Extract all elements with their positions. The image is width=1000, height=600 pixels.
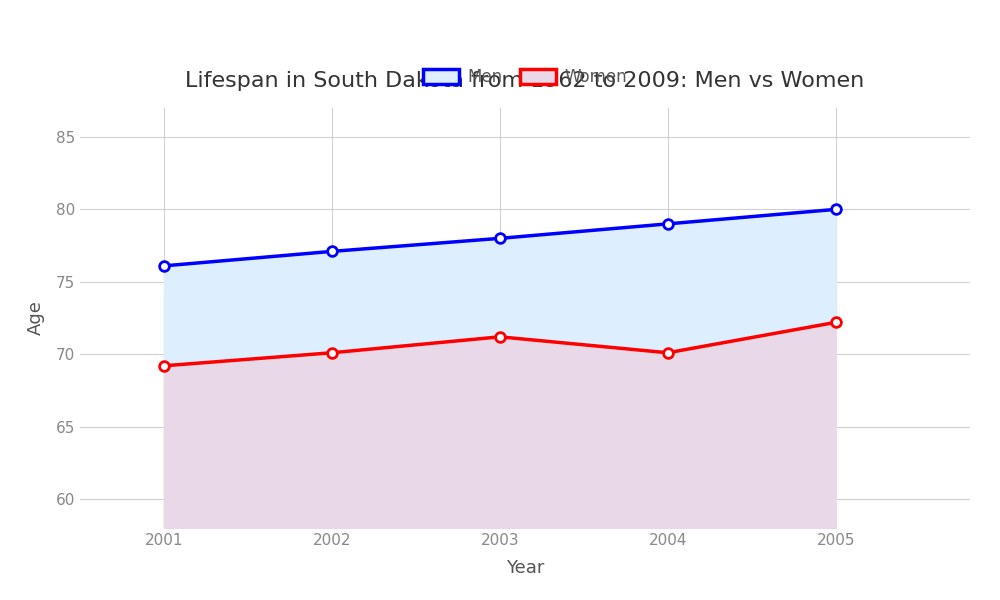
Legend: Men, Women: Men, Women <box>416 62 634 93</box>
Title: Lifespan in South Dakota from 1962 to 2009: Men vs Women: Lifespan in South Dakota from 1962 to 20… <box>185 71 865 91</box>
Y-axis label: Age: Age <box>27 301 45 335</box>
X-axis label: Year: Year <box>506 559 544 577</box>
